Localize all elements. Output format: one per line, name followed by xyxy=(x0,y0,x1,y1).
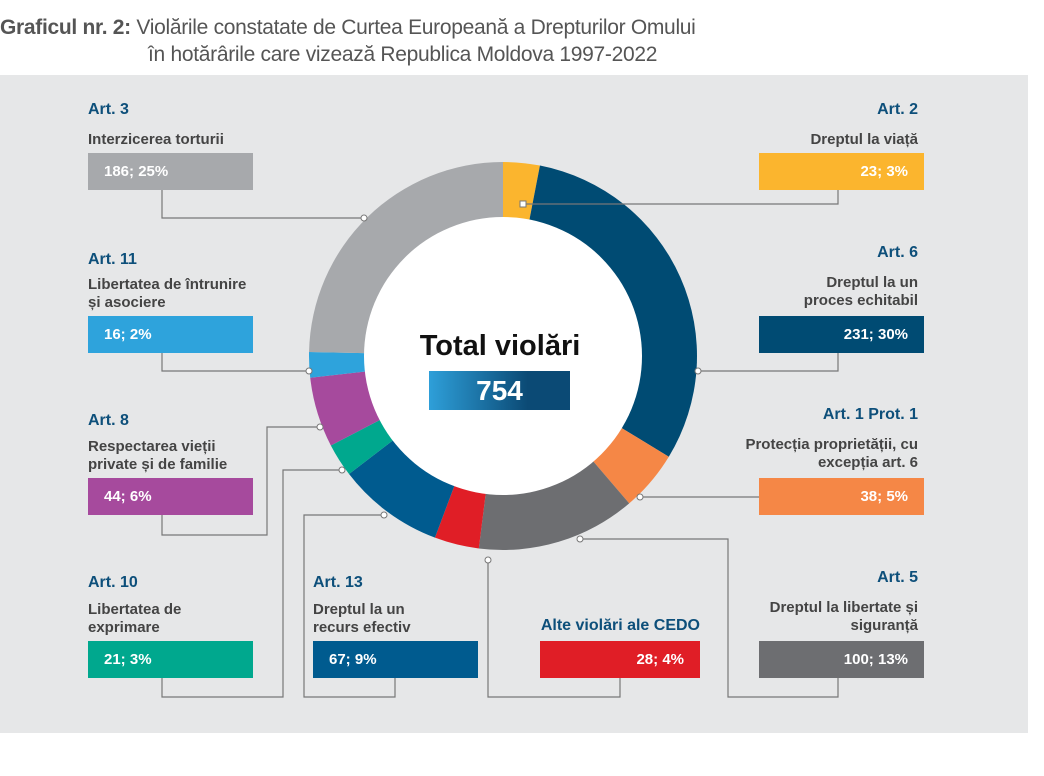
art3-value: 186; 25% xyxy=(88,153,253,190)
connector-dots xyxy=(305,200,702,564)
alte-value: 28; 4% xyxy=(540,641,700,678)
art1p1-desc: Protecția proprietății, cu excepția art.… xyxy=(745,436,918,471)
art5-title: Art. 5 xyxy=(877,569,918,586)
dot-art6 xyxy=(694,367,702,375)
connector-art11 xyxy=(161,352,309,372)
dot-art3 xyxy=(360,214,368,222)
art10-desc: Libertatea de exprimare xyxy=(88,601,182,636)
connector-alte xyxy=(487,560,621,698)
connector-art10 xyxy=(161,469,342,698)
dot-art10 xyxy=(338,466,346,474)
art3-desc: Interzicerea torturii xyxy=(88,131,224,148)
connector-art5 xyxy=(580,538,839,698)
art2-desc: Dreptul la viață xyxy=(810,131,918,148)
dot-art13 xyxy=(380,511,388,519)
title-line2: în hotărârile care vizează Republica Mol… xyxy=(148,43,658,66)
center-label: Total violări xyxy=(419,330,581,362)
dot-art1p1 xyxy=(636,493,644,501)
donut-hole xyxy=(364,217,642,495)
art8-title: Art. 8 xyxy=(88,412,129,429)
connector-art6 xyxy=(698,352,839,372)
total-value: 754 xyxy=(429,371,570,410)
dot-alte xyxy=(484,556,492,564)
art6-title: Art. 6 xyxy=(877,244,918,261)
art11-desc: Libertatea de întrunire și asociere xyxy=(88,276,247,311)
dot-art5 xyxy=(576,535,584,543)
art10-value: 21; 3% xyxy=(88,641,253,678)
art11-title: Art. 11 xyxy=(88,251,137,268)
connector-art13 xyxy=(303,514,396,698)
art1p1-value: 38; 5% xyxy=(759,478,924,515)
dot-art2 xyxy=(519,200,527,208)
dot-art11 xyxy=(305,367,313,375)
dot-art8 xyxy=(316,423,324,431)
art5-value: 100; 13% xyxy=(759,641,924,678)
art13-value: 67; 9% xyxy=(313,641,478,678)
title-prefix: Graficul nr. 2: xyxy=(0,16,131,39)
art8-value: 44; 6% xyxy=(88,478,253,515)
art5-desc: Dreptul la libertate și siguranță xyxy=(769,599,918,634)
art2-value: 23; 3% xyxy=(759,153,924,190)
alte-title: Alte violări ale CEDO xyxy=(540,617,700,634)
art8-desc: Respectarea vieții private și de familie xyxy=(88,438,228,473)
art2-title: Art. 2 xyxy=(877,101,918,118)
connector-art3 xyxy=(161,190,364,219)
art13-desc: Dreptul la un recurs efectiv xyxy=(313,601,411,636)
art13-title: Art. 13 xyxy=(313,574,363,591)
title-line1: Violările constatate de Curtea Europeană… xyxy=(136,16,696,39)
art1p1-title: Art. 1 Prot. 1 xyxy=(822,406,918,423)
art11-value: 16; 2% xyxy=(88,316,253,353)
connector-art8 xyxy=(161,426,320,536)
art6-value: 231; 30% xyxy=(759,316,924,353)
connector-art2 xyxy=(523,190,839,205)
art3-title: Art. 3 xyxy=(88,101,129,118)
art6-desc: Dreptul la un proces echitabil xyxy=(803,274,918,309)
art10-title: Art. 10 xyxy=(88,574,138,591)
connectors xyxy=(161,190,839,698)
chart-title: Graficul nr. 2: Violările constatate de … xyxy=(0,14,696,68)
